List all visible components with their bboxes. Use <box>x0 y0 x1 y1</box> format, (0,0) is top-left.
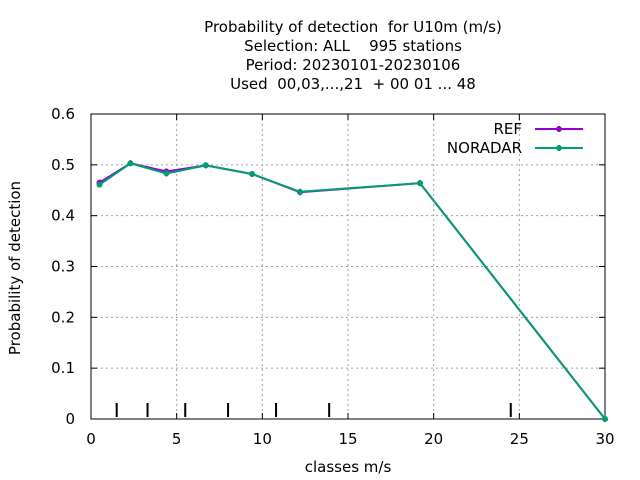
legend-label: NORADAR <box>447 139 522 157</box>
y-tick-label: 0.6 <box>51 105 75 123</box>
x-tick-labels: 0 5 10 15 20 25 30 <box>86 430 614 448</box>
x-axis-label: classes m/s <box>305 458 392 476</box>
data-point <box>416 180 423 187</box>
y-tick-label: 0.4 <box>51 207 75 225</box>
y-tick-label: 0.5 <box>51 156 75 174</box>
legend-label: REF <box>493 120 522 138</box>
data-point <box>249 170 256 177</box>
y-tick-label: 0.2 <box>51 308 75 326</box>
x-tick-label: 10 <box>253 430 272 448</box>
series-line <box>99 162 606 420</box>
y-tick-label: 0 <box>65 410 75 428</box>
series-line <box>98 162 606 420</box>
series-ref <box>96 160 608 422</box>
y-tick-labels: 0 0.1 0.2 0.3 0.4 0.5 0.6 <box>51 105 75 428</box>
data-point <box>556 145 562 151</box>
x-tick-label: 0 <box>86 430 96 448</box>
data-point <box>202 162 209 169</box>
series-noradar <box>96 160 608 422</box>
chart-title-line-4: Used 00,03,...,21 + 00 01 ... 48 <box>230 75 476 93</box>
series-group <box>96 160 608 422</box>
data-point <box>297 188 304 195</box>
x-tick-label: 20 <box>424 430 443 448</box>
class-markers <box>115 403 512 417</box>
data-point <box>556 126 562 132</box>
y-tick-label: 0.1 <box>51 359 75 377</box>
x-tick-label: 5 <box>172 430 182 448</box>
chart-title-line-2: Selection: ALL 995 stations <box>244 37 462 55</box>
x-tick-label: 15 <box>338 430 357 448</box>
chart-title-line-1: Probability of detection for U10m (m/s) <box>204 18 502 36</box>
x-tick-label: 30 <box>595 430 614 448</box>
x-tick-label: 25 <box>510 430 529 448</box>
data-point <box>602 416 608 422</box>
chart-title-line-3: Period: 20230101-20230106 <box>245 56 461 74</box>
y-axis-label: Probability of detection <box>6 181 24 355</box>
data-point <box>96 181 103 188</box>
grid <box>91 114 605 419</box>
data-point <box>163 170 170 177</box>
data-point <box>127 160 134 167</box>
y-tick-label: 0.3 <box>51 258 75 276</box>
